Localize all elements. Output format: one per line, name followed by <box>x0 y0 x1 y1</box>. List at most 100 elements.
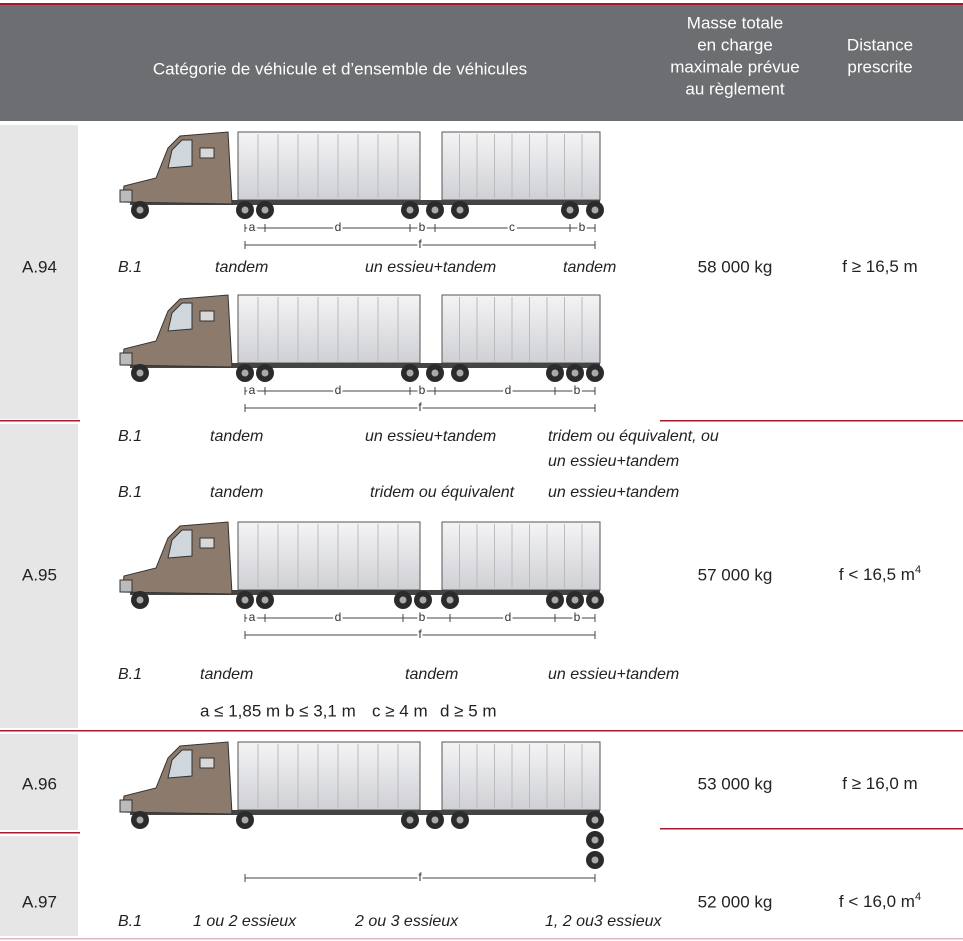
hub <box>399 596 407 604</box>
distance-text: f ≥ 16,0 m <box>842 774 917 793</box>
dimension-label: b <box>574 383 581 397</box>
axle-group: tandem <box>405 666 458 683</box>
row-distance: f ≥ 16,0 m <box>842 774 917 793</box>
trailer <box>237 741 421 811</box>
hub <box>241 369 249 377</box>
hub <box>456 206 464 214</box>
distance-note: 4 <box>915 891 921 903</box>
hub <box>261 206 269 214</box>
hub <box>261 596 269 604</box>
dimension-label: d <box>335 220 342 234</box>
header-distance: Distance <box>847 35 913 54</box>
trailer <box>237 131 421 201</box>
trailer <box>237 294 421 364</box>
limit: d ≥ 5 m <box>440 701 497 720</box>
hub <box>419 596 427 604</box>
axle-group: tandem <box>200 666 253 683</box>
hub <box>241 596 249 604</box>
hub <box>261 369 269 377</box>
hub <box>551 596 559 604</box>
distance-text: f ≥ 16,5 m <box>842 257 917 276</box>
dimension-label: b <box>419 220 426 234</box>
hub <box>456 816 464 824</box>
distance-text: f < 16,5 m <box>839 565 915 584</box>
axle-group: tridem ou équivalent <box>370 484 515 501</box>
axle-group: tandem <box>215 259 268 276</box>
header-bg <box>0 5 963 121</box>
cab <box>121 131 233 205</box>
cab <box>121 294 233 368</box>
code-cell <box>0 734 78 830</box>
bumper <box>119 579 133 593</box>
dimension-label: f <box>418 870 422 884</box>
dimension-label: a <box>249 610 256 624</box>
truck <box>119 521 604 609</box>
hub <box>241 206 249 214</box>
header-mass: en charge <box>697 35 773 54</box>
axle-group: un essieu+tandem <box>548 666 679 683</box>
windshield <box>167 749 193 779</box>
dimension-label: d <box>335 610 342 624</box>
header-mass: Masse totale <box>687 13 783 32</box>
hub <box>241 816 249 824</box>
row-distance: f < 16,5 m4 <box>839 564 921 585</box>
dimension-label: d <box>505 383 512 397</box>
dimension-label: b <box>574 610 581 624</box>
axle-group: 1 ou 2 essieux <box>193 913 297 930</box>
truck <box>119 131 604 219</box>
dimension-label: a <box>249 383 256 397</box>
axle-group: B.1 <box>118 913 142 930</box>
limit: c ≥ 4 m <box>372 701 428 720</box>
hub <box>136 596 144 604</box>
dimension-label: b <box>579 220 586 234</box>
axle-group: B.1 <box>118 428 142 445</box>
cab <box>121 741 233 815</box>
header-mass: maximale prévue <box>670 57 799 76</box>
axle-group: B.1 <box>118 484 142 501</box>
hub <box>136 816 144 824</box>
axle-group: un essieu+tandem <box>548 484 679 501</box>
chassis <box>130 810 600 815</box>
window <box>199 757 215 769</box>
hub <box>591 206 599 214</box>
hub <box>591 836 599 844</box>
windshield <box>167 139 193 169</box>
row-distance: f ≥ 16,5 m <box>842 257 917 276</box>
dimension-label: a <box>249 220 256 234</box>
rule <box>0 3 963 5</box>
dimension-label: d <box>335 383 342 397</box>
header-distance: prescrite <box>847 57 912 76</box>
axle-group: tridem ou équivalent, ou <box>548 428 719 445</box>
bumper <box>119 799 133 813</box>
hub <box>431 206 439 214</box>
trailer <box>441 131 601 201</box>
bumper <box>119 189 133 203</box>
hub <box>551 369 559 377</box>
hub <box>406 206 414 214</box>
hub <box>571 596 579 604</box>
trailer <box>441 521 601 591</box>
limit: a ≤ 1,85 m <box>200 701 280 720</box>
axle-group: tandem <box>210 484 263 501</box>
dimension-label: b <box>419 383 426 397</box>
hub <box>456 369 464 377</box>
dimension-label: f <box>418 627 422 641</box>
code-cell <box>0 836 78 936</box>
hub <box>136 206 144 214</box>
axle-group: 2 ou 3 essieux <box>354 913 459 930</box>
axle-group: un essieu+tandem <box>365 428 496 445</box>
window <box>199 537 215 549</box>
dimension-label: d <box>505 610 512 624</box>
bumper <box>119 352 133 366</box>
header-mass: au règlement <box>685 79 785 98</box>
distance-note: 4 <box>915 564 921 576</box>
hub <box>431 816 439 824</box>
axle-group: un essieu+tandem <box>365 259 496 276</box>
dimension-label: f <box>418 237 422 251</box>
axle-group: B.1 <box>118 259 142 276</box>
header-category: Catégorie de véhicule et d’ensemble de v… <box>153 59 527 78</box>
axle-group: tandem <box>210 428 263 445</box>
row-code: A.97 <box>22 892 57 911</box>
row-code: A.96 <box>22 774 57 793</box>
